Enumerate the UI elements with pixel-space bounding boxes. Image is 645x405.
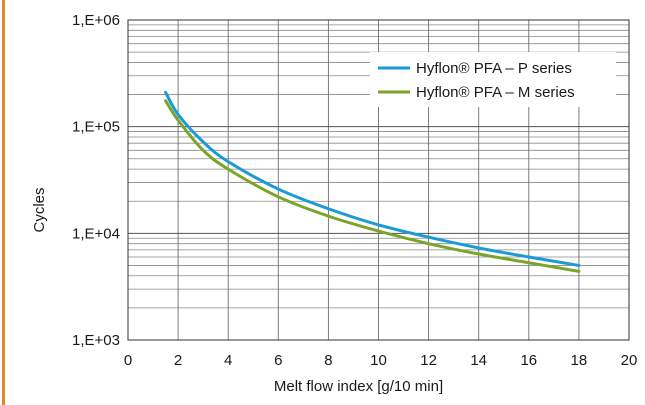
x-tick-label: 4 — [224, 352, 232, 369]
x-tick-label: 8 — [324, 352, 332, 369]
x-tick-label: 20 — [621, 352, 638, 369]
x-tick-label: 12 — [420, 352, 437, 369]
x-tick-label: 2 — [174, 352, 182, 369]
legend: Hyflon® PFA – P series Hyflon® PFA – M s… — [370, 52, 616, 107]
y-tick-label: 1,E+06 — [72, 12, 120, 29]
series-line — [164, 90, 581, 267]
x-axis-ticks: 0 2 4 6 8 10 12 14 16 18 20 — [124, 352, 638, 369]
x-axis-label: Melt flow index [g/10 min] — [274, 378, 443, 395]
x-tick-label: 6 — [274, 352, 282, 369]
x-tick-label: 16 — [520, 352, 537, 369]
legend-label-p-series: Hyflon® PFA – P series — [416, 60, 572, 77]
series-lines — [164, 90, 581, 273]
y-tick-label: 1,E+05 — [72, 119, 120, 136]
x-tick-label: 0 — [124, 352, 132, 369]
plot-border — [127, 19, 630, 341]
x-tick-label: 18 — [571, 352, 588, 369]
y-tick-label: 1,E+03 — [72, 332, 120, 349]
y-axis-label: Cycles — [31, 187, 48, 232]
legend-label-m-series: Hyflon® PFA – M series — [416, 84, 575, 101]
plot-frame — [127, 19, 630, 341]
x-tick-label: 14 — [470, 352, 487, 369]
accent-bar — [2, 0, 5, 405]
legend-box — [370, 52, 616, 107]
x-tick-label: 10 — [370, 352, 387, 369]
y-tick-label: 1,E+04 — [72, 225, 120, 242]
y-axis-ticks: 1,E+03 1,E+04 1,E+05 1,E+06 — [72, 12, 120, 349]
series-line — [164, 99, 581, 273]
